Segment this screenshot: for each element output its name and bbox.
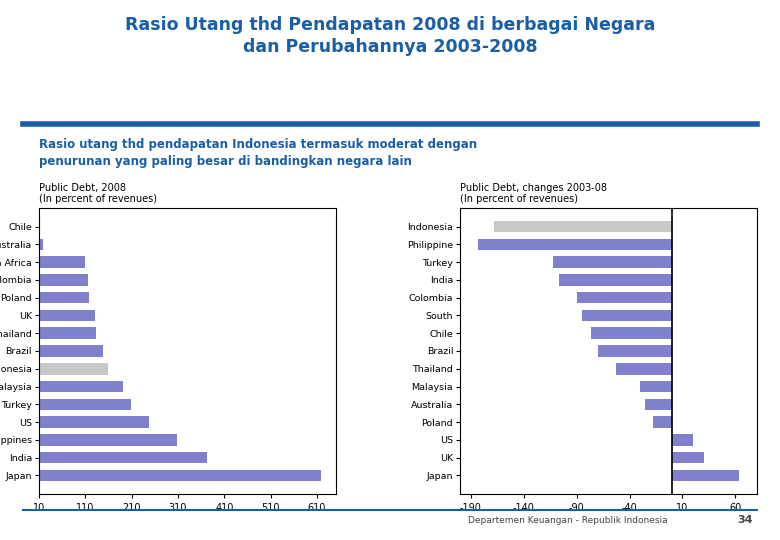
Bar bbox=[672, 434, 693, 446]
Bar bbox=[591, 327, 672, 339]
Bar bbox=[34, 345, 103, 357]
Bar bbox=[34, 399, 131, 410]
Bar bbox=[34, 327, 96, 339]
Bar bbox=[640, 381, 672, 392]
Bar bbox=[34, 416, 149, 428]
Bar bbox=[478, 239, 672, 250]
Bar bbox=[34, 310, 94, 321]
Bar bbox=[672, 470, 739, 481]
Text: Rasio Utang thd Pendapatan 2008 di berbagai Negara
dan Perubahannya 2003-2008: Rasio Utang thd Pendapatan 2008 di berba… bbox=[125, 16, 655, 56]
Bar bbox=[645, 399, 672, 410]
Text: 34: 34 bbox=[737, 515, 753, 525]
Bar bbox=[34, 434, 177, 446]
Bar bbox=[582, 310, 672, 321]
Bar bbox=[34, 452, 207, 463]
Bar bbox=[558, 274, 672, 286]
Bar bbox=[34, 221, 36, 232]
Text: Rasio utang thd pendapatan Indonesia termasuk moderat dengan
penurunan yang pali: Rasio utang thd pendapatan Indonesia ter… bbox=[39, 138, 477, 168]
Bar bbox=[597, 345, 672, 357]
Bar bbox=[615, 363, 672, 375]
Bar bbox=[34, 381, 123, 392]
Bar bbox=[553, 256, 672, 268]
Bar bbox=[34, 274, 87, 286]
Bar bbox=[34, 292, 89, 303]
Bar bbox=[653, 416, 672, 428]
Bar bbox=[494, 221, 672, 232]
Text: Public Debt, 2008
(In percent of revenues): Public Debt, 2008 (In percent of revenue… bbox=[39, 183, 157, 204]
Bar bbox=[672, 452, 704, 463]
Bar bbox=[34, 256, 85, 268]
Bar bbox=[34, 239, 43, 250]
Bar bbox=[34, 363, 108, 375]
Bar bbox=[576, 292, 672, 303]
Text: Public Debt, changes 2003-08
(In percent of revenues): Public Debt, changes 2003-08 (In percent… bbox=[460, 183, 607, 204]
Bar bbox=[34, 470, 321, 481]
Text: Departemen Keuangan - Republik Indonesia: Departemen Keuangan - Republik Indonesia bbox=[468, 516, 668, 525]
